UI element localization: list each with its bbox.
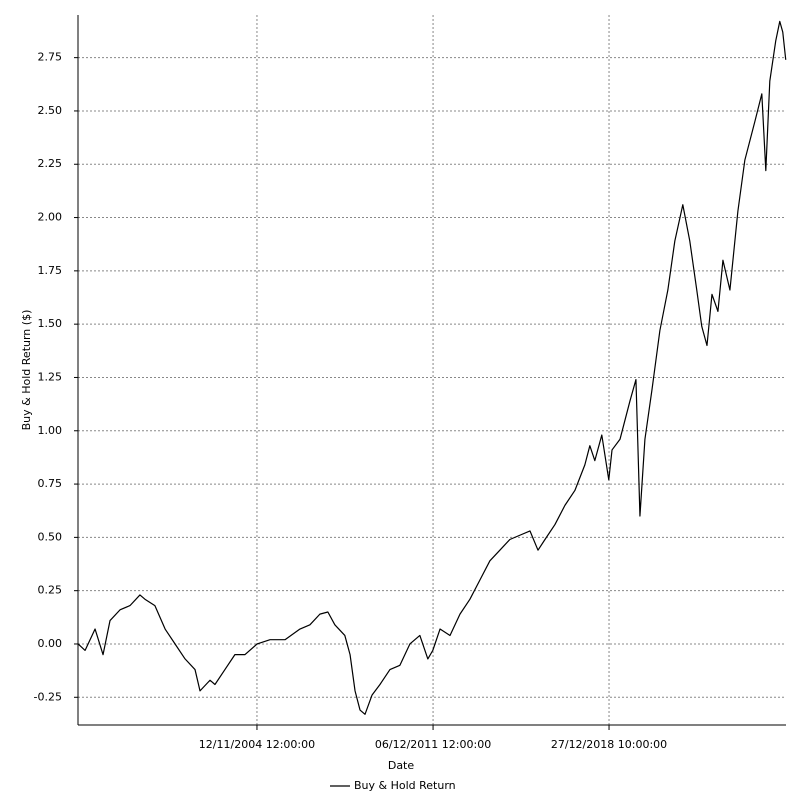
x-tick-label: 27/12/2018 10:00:00	[551, 738, 667, 751]
y-tick-label: 1.75	[38, 264, 63, 277]
y-tick-label: 0.25	[38, 584, 63, 597]
legend-label: Buy & Hold Return	[354, 779, 456, 792]
y-tick-label: 1.50	[38, 317, 63, 330]
x-tick-label: 06/12/2011 12:00:00	[375, 738, 491, 751]
y-tick-label: 2.00	[38, 211, 63, 224]
y-tick-label: 0.00	[38, 637, 63, 650]
y-tick-label: 2.25	[38, 157, 63, 170]
y-tick-label: -0.25	[34, 690, 62, 703]
y-tick-label: 2.50	[38, 104, 63, 117]
x-axis-label: Date	[388, 759, 415, 772]
y-axis-label: Buy & Hold Return ($)	[20, 310, 33, 431]
y-tick-label: 1.25	[38, 370, 63, 383]
data-line	[77, 20, 787, 715]
y-tick-label: 0.75	[38, 477, 63, 490]
x-tick-label: 12/11/2004 12:00:00	[199, 738, 315, 751]
y-tick-label: 1.00	[38, 424, 63, 437]
y-tick-label: 0.50	[38, 530, 63, 543]
y-tick-label: 2.75	[38, 51, 63, 64]
